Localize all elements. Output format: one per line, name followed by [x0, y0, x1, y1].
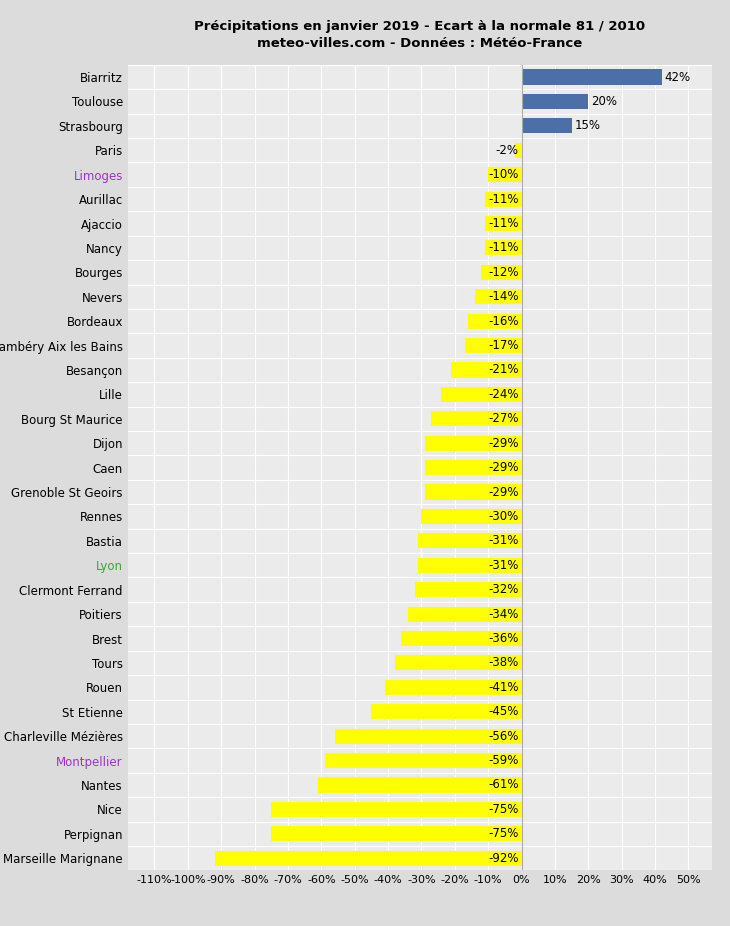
Text: -56%: -56% — [488, 730, 519, 743]
Text: -34%: -34% — [488, 607, 519, 620]
Bar — [215, 851, 521, 866]
Bar — [474, 289, 521, 305]
Text: -12%: -12% — [488, 266, 519, 279]
Bar — [272, 802, 521, 817]
Bar — [385, 680, 521, 694]
Bar — [402, 631, 521, 646]
Text: -21%: -21% — [488, 364, 519, 377]
Text: 42%: 42% — [664, 70, 691, 83]
Text: -45%: -45% — [488, 706, 519, 719]
Bar — [421, 509, 521, 524]
Bar — [408, 607, 521, 621]
Bar — [372, 704, 521, 720]
Text: -75%: -75% — [488, 827, 519, 840]
Text: meteo-villes.com - Données : Météo-France: meteo-villes.com - Données : Météo-Franc… — [257, 37, 583, 50]
Text: -31%: -31% — [488, 534, 519, 547]
Text: -61%: -61% — [488, 779, 519, 792]
Bar — [488, 167, 521, 182]
Bar — [425, 484, 521, 500]
Bar — [468, 314, 521, 329]
Text: 15%: 15% — [575, 119, 600, 132]
Text: -27%: -27% — [488, 412, 519, 425]
Bar — [431, 411, 521, 426]
Text: -32%: -32% — [488, 583, 519, 596]
Text: -75%: -75% — [488, 803, 519, 816]
Bar — [418, 557, 521, 573]
Text: -36%: -36% — [488, 632, 519, 645]
Bar — [425, 460, 521, 475]
Bar — [451, 362, 521, 378]
Text: -11%: -11% — [488, 193, 519, 206]
Text: -31%: -31% — [488, 558, 519, 571]
Text: -24%: -24% — [488, 388, 519, 401]
Bar — [521, 119, 572, 133]
Bar — [442, 387, 521, 402]
Bar — [395, 656, 521, 670]
Bar — [482, 265, 521, 280]
Bar — [521, 69, 661, 84]
Text: -29%: -29% — [488, 485, 519, 498]
Text: -2%: -2% — [496, 144, 519, 156]
Text: 20%: 20% — [591, 95, 617, 108]
Text: -59%: -59% — [488, 754, 519, 767]
Text: -16%: -16% — [488, 315, 519, 328]
Bar — [485, 216, 521, 232]
Bar — [325, 753, 521, 769]
Text: -10%: -10% — [488, 169, 519, 181]
Text: -29%: -29% — [488, 461, 519, 474]
Bar — [418, 533, 521, 548]
Text: -11%: -11% — [488, 217, 519, 230]
Text: -14%: -14% — [488, 290, 519, 303]
Text: -41%: -41% — [488, 681, 519, 694]
Bar — [415, 582, 521, 597]
Bar — [485, 241, 521, 256]
Bar — [272, 826, 521, 842]
Text: -11%: -11% — [488, 242, 519, 255]
Bar — [318, 778, 521, 793]
Text: Précipitations en janvier 2019 - Ecart à la normale 81 / 2010: Précipitations en janvier 2019 - Ecart à… — [194, 20, 645, 33]
Bar — [485, 192, 521, 206]
Text: -92%: -92% — [488, 852, 519, 865]
Bar — [334, 729, 521, 744]
Text: -30%: -30% — [488, 510, 519, 523]
Text: -38%: -38% — [488, 657, 519, 669]
Bar — [521, 94, 588, 109]
Bar — [425, 435, 521, 451]
Bar — [465, 338, 521, 353]
Bar — [515, 143, 521, 157]
Text: -17%: -17% — [488, 339, 519, 352]
Text: -29%: -29% — [488, 437, 519, 450]
